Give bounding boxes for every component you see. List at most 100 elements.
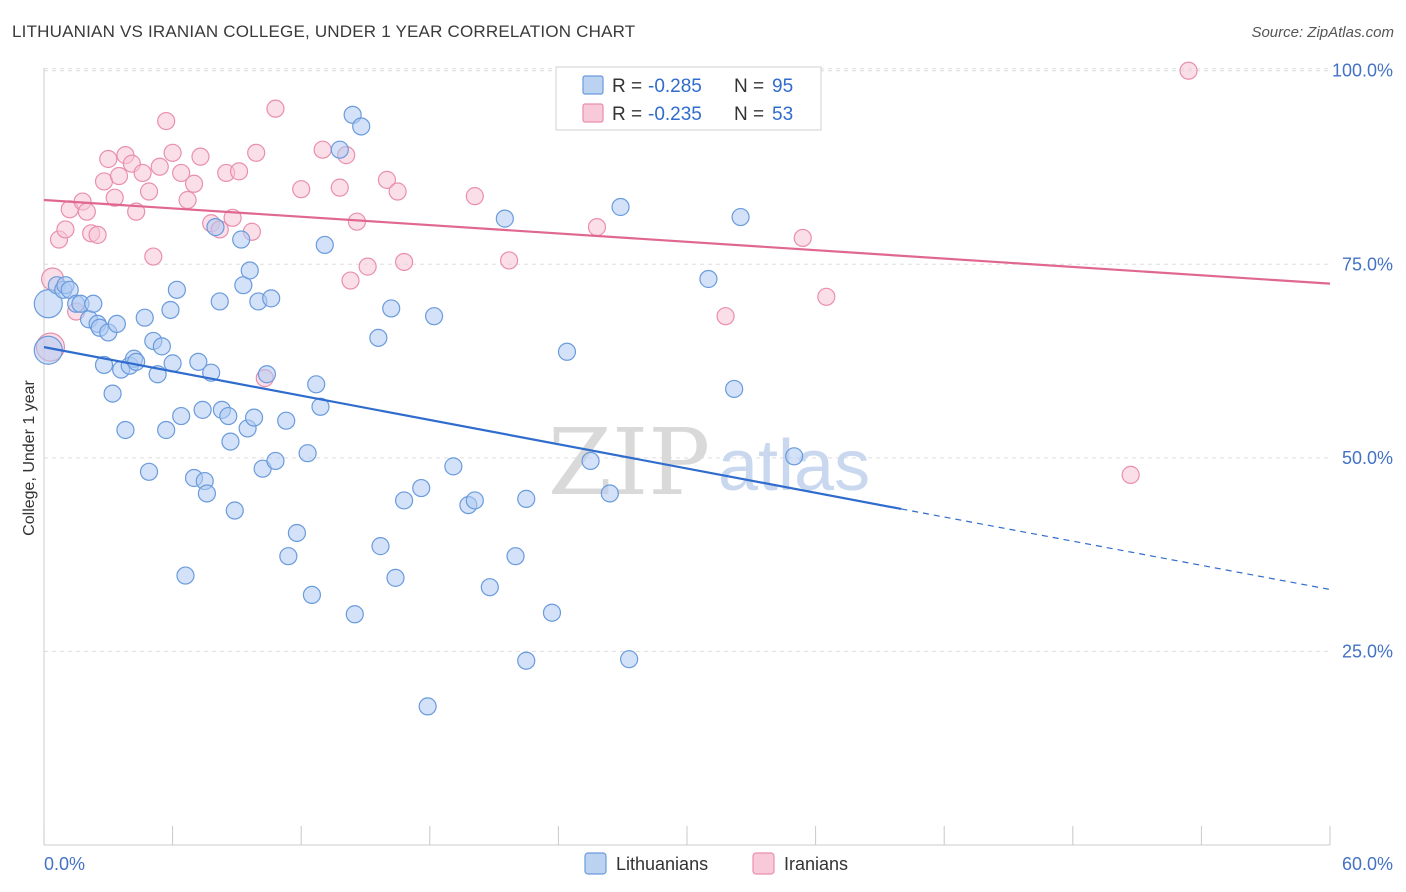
- iranian-point: [465, 187, 484, 206]
- lithuanian-point: [287, 523, 307, 543]
- iranian-point: [500, 251, 519, 270]
- x-tick-label-min: 0.0%: [44, 854, 85, 874]
- lithuanian-point: [418, 697, 437, 716]
- lithuanian-point: [517, 651, 536, 670]
- iranian-point: [341, 271, 360, 290]
- lithuanian-point: [94, 355, 114, 375]
- lithuanian-trend-line: [43, 346, 902, 511]
- lithuanian-point: [210, 292, 229, 311]
- bottom-legend: Lithuanians Iranians: [584, 852, 848, 875]
- y-tick-label: 25.0%: [1342, 641, 1393, 661]
- legend-box: R = -0.285 N = 95 R = -0.235 N = 53: [555, 66, 822, 131]
- lithuanian-point: [444, 457, 463, 476]
- lithuanian-point: [172, 406, 191, 426]
- iranian-point: [172, 163, 191, 183]
- iranian-point: [1179, 61, 1198, 80]
- iranian-point: [163, 143, 182, 162]
- lithuanian-point: [219, 406, 238, 426]
- iranian-point: [247, 143, 266, 162]
- lithuanian-point: [206, 218, 225, 237]
- lithuanian-point: [116, 420, 135, 440]
- y-tick-label: 100.0%: [1332, 61, 1393, 81]
- lithuanian-point: [371, 537, 390, 556]
- lithuanian-point: [298, 444, 317, 463]
- iranian-point: [56, 220, 75, 239]
- iranian-point: [292, 180, 311, 199]
- lithuanian-point: [225, 501, 244, 520]
- legend-r-label-lithuanians: R =: [612, 76, 642, 97]
- iranian-point: [133, 163, 152, 183]
- iranian-point: [157, 111, 176, 131]
- iranian-point: [139, 182, 159, 201]
- lithuanian-point: [189, 352, 208, 371]
- lithuanian-point: [394, 491, 414, 510]
- iranian-point: [105, 188, 124, 207]
- iranian-point: [358, 257, 377, 276]
- iranian-point: [150, 157, 169, 176]
- legend-n-value-lithuanians: 95: [772, 76, 793, 97]
- bottom-legend-label-lithuanians: Lithuanians: [616, 854, 708, 874]
- source-credit: Source: ZipAtlas.com: [1251, 24, 1394, 41]
- lithuanian-point: [266, 451, 285, 471]
- x-tick-label-max: 60.0%: [1342, 854, 1393, 874]
- lithuanian-point: [193, 400, 212, 419]
- iranian-point: [191, 147, 210, 166]
- iranian-point: [817, 287, 836, 306]
- legend-r-value-lithuanians: -0.285: [648, 76, 702, 97]
- lithuanian-point: [161, 300, 180, 320]
- lithuanian-point: [103, 384, 122, 403]
- lithuanian-point: [33, 289, 63, 319]
- iranian-point: [266, 99, 285, 118]
- lithuanian-point: [517, 489, 536, 508]
- lithuanian-point: [197, 484, 216, 503]
- iranian-point: [587, 218, 607, 237]
- watermark-atlas: atlas: [718, 426, 870, 506]
- lithuanian-point: [620, 650, 639, 669]
- lithuanian-point: [600, 484, 619, 503]
- lithuanian-point: [480, 578, 499, 597]
- iranian-point: [1121, 465, 1140, 484]
- bottom-legend-swatch-iranians: [752, 852, 775, 875]
- iranian-point: [793, 228, 812, 248]
- lithuanian-point: [302, 585, 322, 605]
- lithuanian-point: [424, 307, 444, 326]
- lithuanian-point: [135, 308, 154, 327]
- y-tick-labels: 25.0% 50.0% 75.0% 100.0%: [1332, 61, 1393, 662]
- lithuanian-point: [557, 342, 577, 361]
- lithuanian-point: [611, 197, 630, 217]
- iranian-point: [229, 162, 249, 181]
- iranian-point: [99, 149, 118, 169]
- lithuanian-point: [386, 568, 405, 587]
- lithuanian-point: [157, 420, 176, 440]
- lithuanian-point: [127, 352, 146, 371]
- legend-n-label-lithuanians: N =: [734, 76, 764, 97]
- lithuanian-point: [167, 280, 186, 299]
- lithuanian-point: [262, 289, 281, 308]
- lithuanian-point: [232, 230, 251, 249]
- bottom-legend-swatch-lithuanians: [584, 852, 607, 875]
- lithuanian-point: [731, 207, 750, 227]
- iranian-point: [330, 178, 349, 197]
- lithuanian-point: [382, 299, 401, 318]
- y-axis-label: College, Under 1 year: [21, 380, 38, 536]
- legend-r-label-iranians: R =: [612, 104, 642, 125]
- iranian-point: [313, 140, 332, 159]
- lithuanian-point: [352, 117, 371, 136]
- legend-r-value-iranians: -0.235: [648, 104, 702, 125]
- lithuanian-point: [244, 408, 264, 427]
- gridlines: [44, 68, 1330, 652]
- lithuanian-point: [257, 365, 277, 384]
- legend-n-label-iranians: N =: [734, 104, 764, 125]
- lithuanian-point: [315, 235, 334, 255]
- x-tick-marks: [43, 826, 1331, 845]
- lithuanian-point: [345, 605, 364, 624]
- lithuanian-point: [152, 337, 171, 356]
- iranian-point: [109, 166, 129, 186]
- iranian-point: [716, 307, 735, 326]
- lithuanian-point: [412, 478, 431, 498]
- lithuanian-point: [84, 294, 103, 313]
- lithuanian-point: [785, 447, 804, 466]
- lithuanian-point: [176, 566, 195, 585]
- watermark-zip: ZIP: [548, 409, 710, 516]
